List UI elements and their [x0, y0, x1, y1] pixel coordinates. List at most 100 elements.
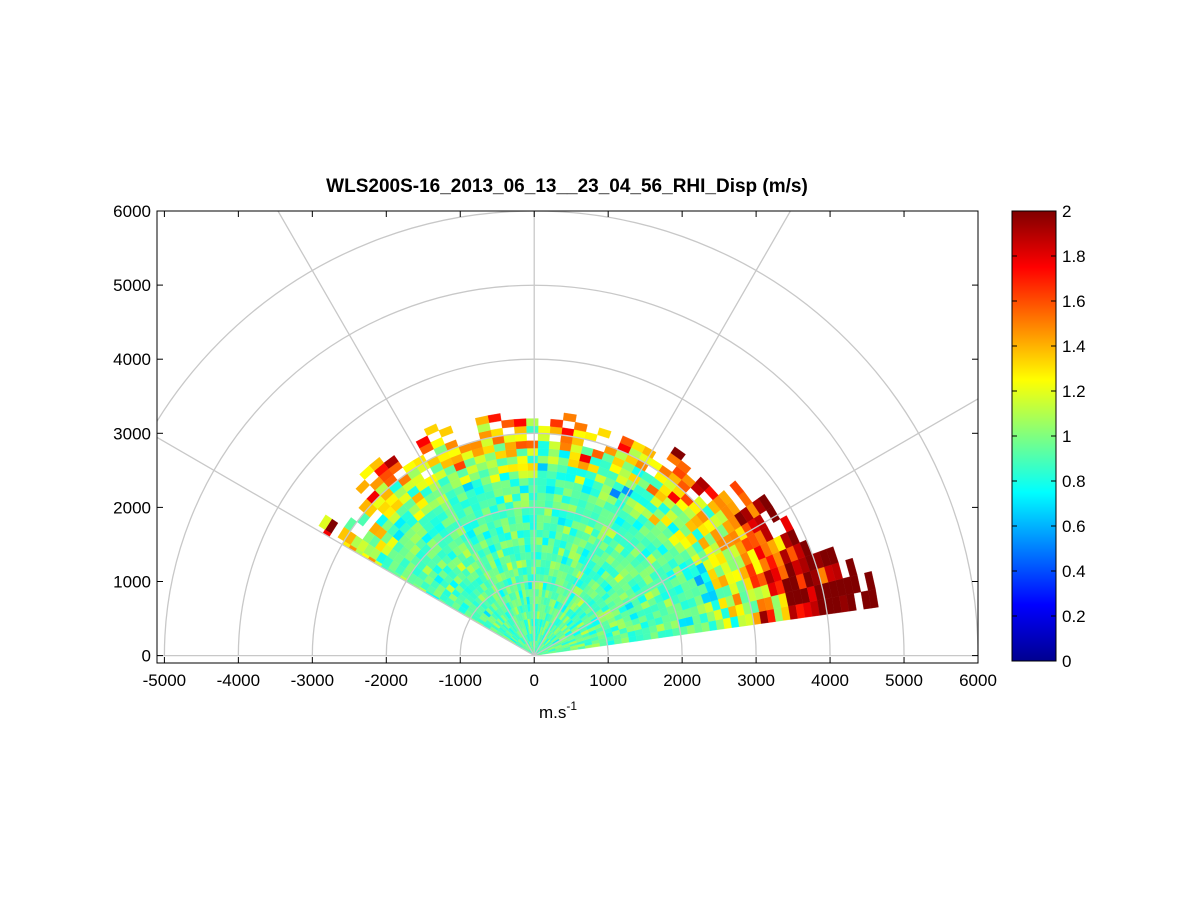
- radar-cell: [518, 477, 529, 486]
- y-axis: 0 1000 2000 3000 4000 5000 6000: [113, 202, 978, 666]
- colorbar-tick-label: 0.6: [1062, 517, 1086, 536]
- radar-cell: [545, 485, 556, 494]
- radar-cell: [516, 529, 525, 539]
- radar-cell: [825, 546, 839, 565]
- radar-cell: [527, 477, 538, 486]
- radar-cell: [540, 559, 547, 568]
- radar-cell: [318, 514, 333, 530]
- radar-cell: [526, 425, 539, 434]
- x-tick-label: 6000: [959, 671, 997, 690]
- radar-cell: [531, 581, 536, 590]
- radar-cell: [504, 441, 517, 451]
- radar-cell: [539, 574, 545, 583]
- radar-cell: [515, 440, 528, 450]
- radar-cell: [529, 514, 537, 523]
- colorbar: [1011, 210, 1057, 662]
- radar-cell: [535, 588, 540, 597]
- y-tick-label: 5000: [113, 276, 151, 295]
- radar-cell: [423, 423, 439, 436]
- radar-cell: [355, 479, 371, 495]
- radar-cell: [537, 477, 547, 486]
- x-tick-label: -4000: [217, 671, 260, 690]
- radar-cell: [550, 515, 559, 525]
- x-tick-label: -5000: [143, 671, 186, 690]
- radar-cell: [529, 536, 537, 545]
- radar-cell: [536, 529, 544, 538]
- radar-cell: [415, 435, 431, 449]
- radar-cell: [524, 544, 531, 553]
- angle-spoke: [533, 398, 978, 657]
- radar-cell: [521, 507, 530, 516]
- radar-cell: [541, 544, 548, 553]
- radar-cell: [507, 463, 519, 473]
- radar-cell: [535, 559, 542, 568]
- x-axis-label: m.s-1: [539, 699, 577, 722]
- radar-cell: [695, 476, 711, 492]
- radar-cell: [758, 493, 773, 511]
- radar-cell: [519, 485, 529, 494]
- radar-cell: [529, 522, 537, 530]
- y-tick-label: 4000: [113, 350, 151, 369]
- radar-cell: [513, 418, 527, 427]
- radar-cell: [536, 507, 545, 516]
- radar-cell: [729, 480, 745, 497]
- x-tick-label: 5000: [885, 671, 923, 690]
- radar-cell: [562, 412, 577, 423]
- radar-cell: [539, 566, 546, 575]
- radar-cell: [515, 522, 524, 531]
- y-tick-label: 2000: [113, 498, 151, 517]
- radar-cell: [543, 514, 552, 524]
- radar-cell: [536, 492, 546, 501]
- x-tick-label: 3000: [737, 671, 775, 690]
- radar-cell: [538, 581, 544, 590]
- colorbar-tick-label: 0: [1062, 652, 1071, 671]
- radar-cell: [517, 470, 529, 479]
- radar-cell: [537, 455, 549, 464]
- colorbar-tick-label: 0.8: [1062, 472, 1086, 491]
- colorbar-tick-label: 1.4: [1062, 337, 1086, 356]
- radar-cell: [527, 462, 538, 471]
- radar-cell: [542, 529, 550, 539]
- radar-cell: [522, 522, 530, 531]
- angle-spoke: [157, 436, 535, 657]
- radar-cell: [534, 596, 539, 604]
- colorbar-tick-label: 2: [1062, 202, 1071, 221]
- radar-cell: [529, 529, 537, 538]
- radar-cell: [537, 440, 550, 449]
- colorbar-ticks: 0 0.2 0.4 0.6 0.8 1 1.2 1.4 1.6 1.8 2: [1012, 202, 1086, 671]
- y-tick-label: 0: [142, 647, 151, 666]
- radar-cell: [543, 507, 553, 517]
- radar-cell: [547, 455, 559, 465]
- radar-cell: [505, 448, 517, 458]
- radar-cell: [501, 419, 515, 429]
- colorbar-tick-label: 0.2: [1062, 607, 1086, 626]
- radar-cell: [537, 447, 549, 457]
- radar-cell: [527, 470, 538, 479]
- x-tick-label: 4000: [811, 671, 849, 690]
- radar-cell: [548, 441, 561, 450]
- radar-cell: [528, 499, 538, 508]
- colorbar-tick-label: 1: [1062, 427, 1071, 446]
- radar-cell: [670, 446, 686, 461]
- radar-cell: [523, 536, 531, 546]
- radar-cell: [508, 470, 519, 480]
- radar-cell: [537, 425, 551, 434]
- radar-cell: [544, 492, 555, 502]
- y-tick-label: 3000: [113, 424, 151, 443]
- radar-cell: [546, 470, 557, 480]
- radar-cell: [523, 529, 531, 538]
- radar-cell: [545, 552, 553, 561]
- radar-cell: [536, 499, 546, 508]
- radar-cell: [516, 455, 528, 464]
- radar-cell: [536, 485, 547, 494]
- radar-cell: [597, 427, 612, 439]
- radar-cell: [520, 499, 530, 509]
- radar-cell: [527, 455, 538, 464]
- x-tick-label: 1000: [589, 671, 627, 690]
- radar-cell: [535, 551, 542, 560]
- radar-cell: [521, 514, 530, 523]
- radar-cell: [525, 418, 539, 427]
- radar-cell: [552, 493, 563, 503]
- x-tick-label: 0: [529, 671, 538, 690]
- radar-cell: [536, 522, 544, 531]
